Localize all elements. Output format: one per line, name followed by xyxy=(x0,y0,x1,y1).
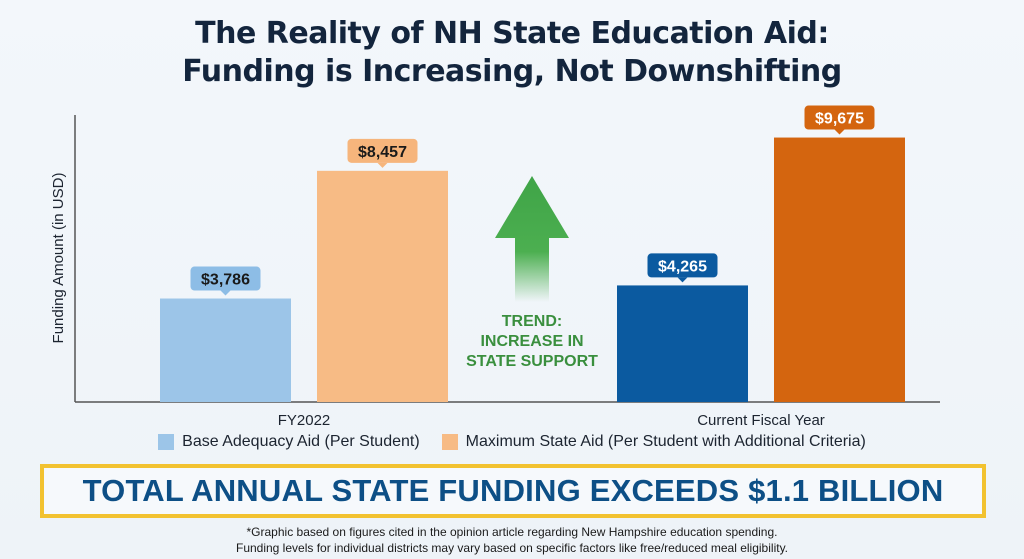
x-tick-label: FY2022 xyxy=(278,412,331,429)
bar xyxy=(774,137,905,403)
total-funding-banner: TOTAL ANNUAL STATE FUNDING EXCEEDS $1.1 … xyxy=(40,464,986,518)
bar xyxy=(617,285,748,402)
legend-item-base: Base Adequacy Aid (Per Student) xyxy=(158,433,420,451)
footnote-line2: Funding levels for individual districts … xyxy=(235,541,789,555)
data-label-pointer xyxy=(220,290,231,296)
legend-item-max: Maximum State Aid (Per Student with Addi… xyxy=(441,433,866,451)
legend-label: Base Adequacy Aid (Per Student) xyxy=(182,433,420,450)
data-label: $9,675 xyxy=(815,111,864,128)
bar xyxy=(317,170,448,402)
footnote-line1: *Graphic based on figures cited in the o… xyxy=(246,525,778,539)
legend-label: Maximum State Aid (Per Student with Addi… xyxy=(465,433,866,450)
bar xyxy=(160,298,291,402)
trend-annotation: TREND: INCREASE IN STATE SUPPORT xyxy=(432,312,632,372)
data-label-badge xyxy=(190,266,261,291)
trend-up-arrow-icon xyxy=(495,176,569,302)
data-label-pointer xyxy=(834,129,845,135)
chart-title-line2: Funding is Increasing, Not Downshifting xyxy=(182,54,842,89)
bar-chart: FY2022 Current Fiscal Year $3,786 $8,457 $4… xyxy=(50,105,940,429)
legend-swatch xyxy=(158,434,175,450)
legend-swatch xyxy=(441,434,458,450)
trend-line: STATE SUPPORT xyxy=(466,353,598,370)
data-label-pointer xyxy=(677,277,688,283)
trend-line: INCREASE IN xyxy=(480,333,584,350)
data-label: $3,786 xyxy=(201,272,250,289)
data-label-badge xyxy=(647,253,718,278)
data-label-badge xyxy=(347,138,418,163)
trend-line: TREND: xyxy=(501,313,563,330)
x-tick-label: Current Fiscal Year xyxy=(697,412,825,429)
data-label-pointer xyxy=(377,162,388,168)
data-label-badge xyxy=(804,105,875,130)
chart-title-line1: The Reality of NH State Education Aid: xyxy=(195,16,829,51)
data-label: $8,457 xyxy=(358,144,407,161)
y-axis-label: Funding Amount (in USD) xyxy=(50,173,67,344)
legend: Base Adequacy Aid (Per Student) Maximum … xyxy=(0,433,1024,451)
data-label: $4,265 xyxy=(658,258,707,275)
